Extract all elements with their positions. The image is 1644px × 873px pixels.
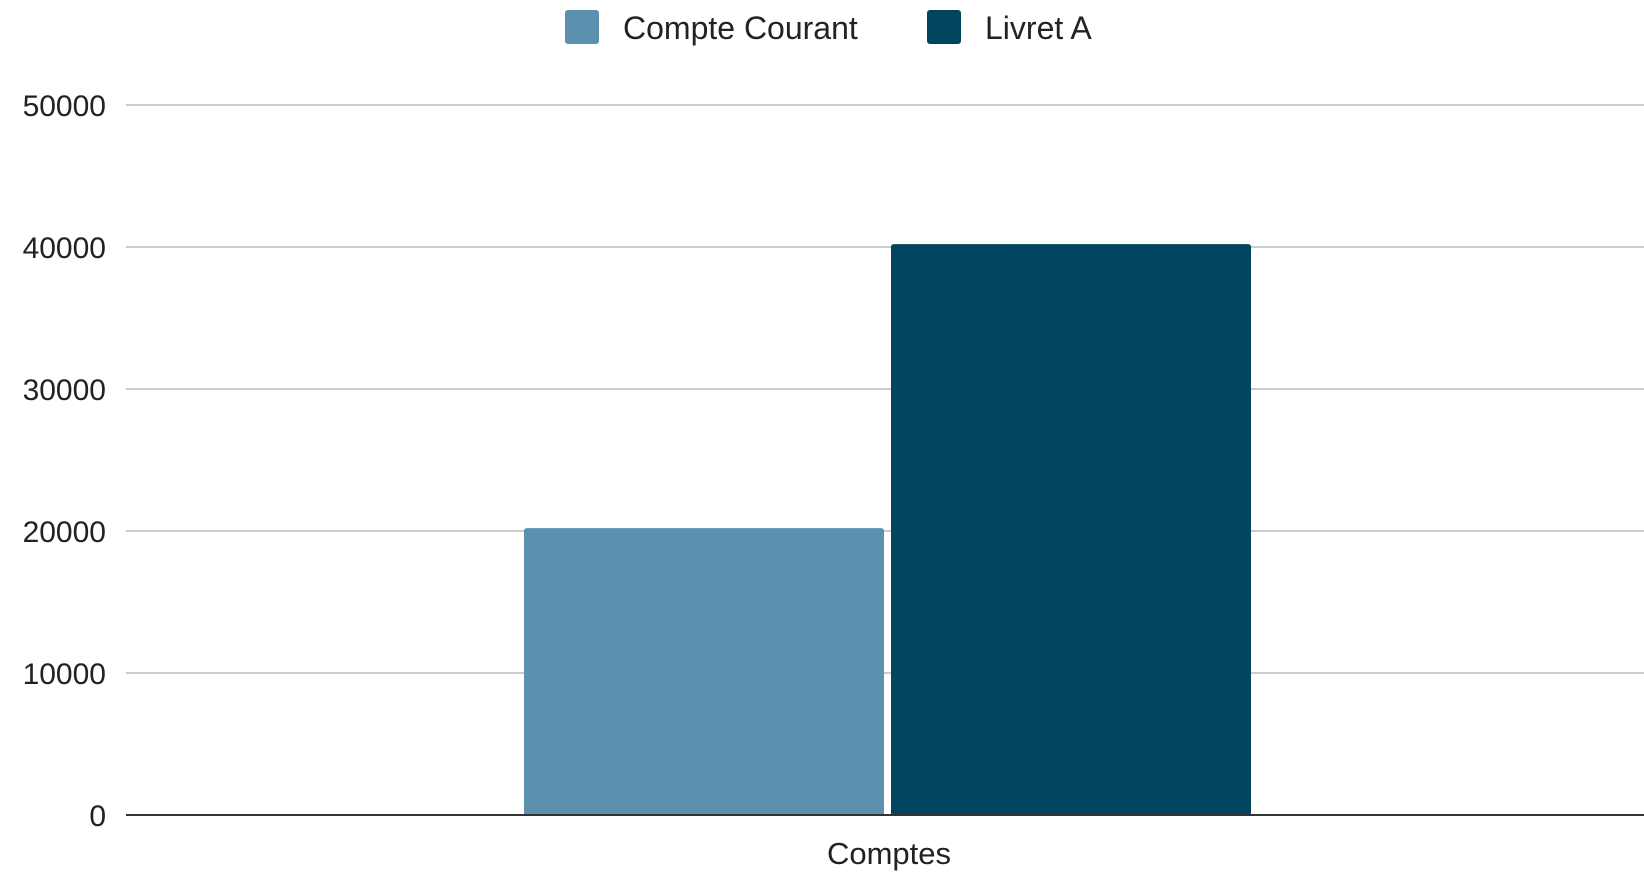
legend-label: Compte Courant [623,10,858,46]
y-tick-label: 20000 [23,516,106,549]
y-tick-label: 50000 [23,90,106,123]
y-tick-label: 30000 [23,374,106,407]
y-tick-label: 10000 [23,658,106,691]
bar-compte-courant [524,528,884,815]
legend-swatch-livret-a [927,10,961,44]
x-axis-ticks: Comptes [827,836,951,871]
bar-livret-a [891,244,1251,815]
gridlines [126,104,1644,674]
legend: Compte Courant Livret A [565,10,1092,46]
bars [524,244,1251,815]
legend-label: Livret A [985,10,1092,46]
x-tick-label: Comptes [827,836,951,871]
y-tick-label: 0 [89,800,106,833]
legend-swatch-compte-courant [565,10,599,44]
y-axis-ticks: 0 10000 20000 30000 40000 50000 [23,90,106,833]
y-tick-label: 40000 [23,232,106,265]
